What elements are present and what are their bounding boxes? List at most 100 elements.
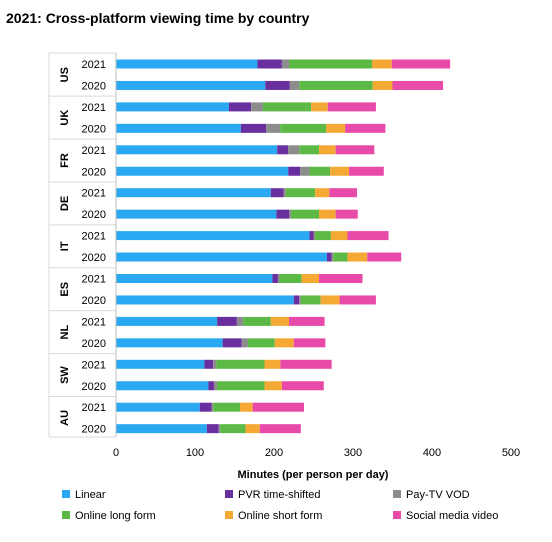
y-tick-label: 2021 (82, 102, 106, 114)
bar-segment (236, 316, 244, 326)
bar-segment (330, 231, 348, 241)
bar-segment (315, 188, 330, 198)
plot-area: 2021 2020 US 2021 2020 UK 2021 2020 FR 2021 2020 DE… (48, 52, 520, 459)
bar-segment (367, 252, 402, 262)
bar-segment (309, 231, 314, 241)
legend: Linear PVR time-shifted Pay-TV VOD Online l… (62, 489, 498, 522)
bar-segment (218, 424, 221, 434)
bar-segment (276, 209, 290, 219)
bar-segment (288, 145, 300, 155)
group-label: AU (59, 410, 71, 426)
y-tick-label: 2020 (82, 252, 106, 264)
bar-segment (277, 145, 289, 155)
x-tick-label: 0 (113, 447, 119, 459)
bar-segment (199, 402, 212, 412)
bar-segment (347, 231, 389, 241)
bar-segment (204, 359, 214, 369)
bar-segment (281, 381, 324, 391)
bar-segment (320, 295, 340, 305)
bar-segment (331, 252, 334, 262)
bar-segment (251, 102, 263, 112)
bar-segment (116, 252, 327, 262)
bar-segment (299, 295, 301, 305)
bar-segment (280, 359, 332, 369)
bar-segment (266, 123, 281, 133)
bar-segment (240, 402, 253, 412)
y-tick-label: 2020 (82, 295, 106, 307)
bar-segment (116, 402, 200, 412)
bar-segment (220, 424, 246, 434)
bar-segment (274, 338, 294, 348)
legend-swatch (393, 490, 401, 498)
legend-swatch (62, 511, 70, 519)
bar-segment (289, 209, 292, 219)
bar-segment (293, 295, 300, 305)
bar-segment (289, 80, 300, 90)
bar-segment (216, 359, 265, 369)
bar-segment (301, 274, 320, 283)
bar-segment (270, 188, 284, 198)
bar-segment (116, 338, 223, 348)
bar-segment (264, 381, 282, 391)
bar-segment (217, 381, 265, 391)
legend-swatch (225, 490, 233, 498)
bar-segment (299, 145, 320, 155)
y-tick-label: 2020 (82, 80, 106, 92)
y-tick-label: 2021 (82, 231, 106, 243)
legend-label: Online short form (238, 510, 322, 522)
bar-segment (116, 166, 289, 176)
bar-segment (281, 59, 290, 69)
bar-segment (279, 274, 302, 283)
bar-segment (277, 274, 280, 283)
group-label: ES (59, 282, 71, 297)
bar-segment (240, 123, 267, 133)
bar-segment (392, 80, 444, 90)
bar-segment (315, 231, 331, 241)
bar-segment (116, 359, 205, 369)
group-label: DE (59, 196, 71, 211)
bar-segment (326, 252, 332, 262)
y-tick-label: 2020 (82, 209, 106, 221)
bar-segment (319, 209, 336, 219)
bar-segment (347, 252, 368, 262)
y-tick-label: 2020 (82, 381, 106, 393)
bar-segment (391, 59, 451, 69)
y-tick-label: 2020 (82, 338, 106, 350)
bar-segment (311, 102, 328, 112)
y-tick-label: 2020 (82, 166, 106, 178)
y-tick-label: 2021 (82, 274, 106, 286)
bar-segment (288, 166, 301, 176)
bar-segment (247, 338, 275, 348)
bar-segment (335, 209, 358, 219)
bar-segment (245, 424, 260, 434)
bar-segment (116, 80, 266, 90)
y-tick-label: 2020 (82, 123, 106, 135)
bar-segment (217, 316, 237, 326)
bar-segment (300, 166, 310, 176)
bar-segment (339, 295, 376, 305)
x-axis-label: Minutes (per person per day) (238, 469, 389, 481)
group-label: FR (59, 153, 71, 168)
bar-segment (259, 424, 301, 434)
bar-segment (116, 316, 218, 326)
bar-segment (349, 166, 384, 176)
group-label: SW (59, 366, 71, 384)
bar-segment (289, 316, 325, 326)
legend-swatch (62, 490, 70, 498)
bar-segment (264, 359, 281, 369)
group-label: NL (59, 325, 71, 340)
bar-segment (299, 80, 373, 90)
x-tick-label: 100 (186, 447, 204, 459)
legend-label: Linear (75, 489, 106, 501)
bar-segment (333, 252, 348, 262)
bar-segment (280, 123, 327, 133)
bar-segment (116, 123, 241, 133)
group-label: US (59, 67, 71, 82)
bar-segment (272, 274, 278, 283)
legend-swatch (225, 511, 233, 519)
bar-segment (116, 231, 310, 241)
bar-segment (252, 402, 305, 412)
bar-segment (213, 359, 217, 369)
bar-segment (241, 338, 248, 348)
